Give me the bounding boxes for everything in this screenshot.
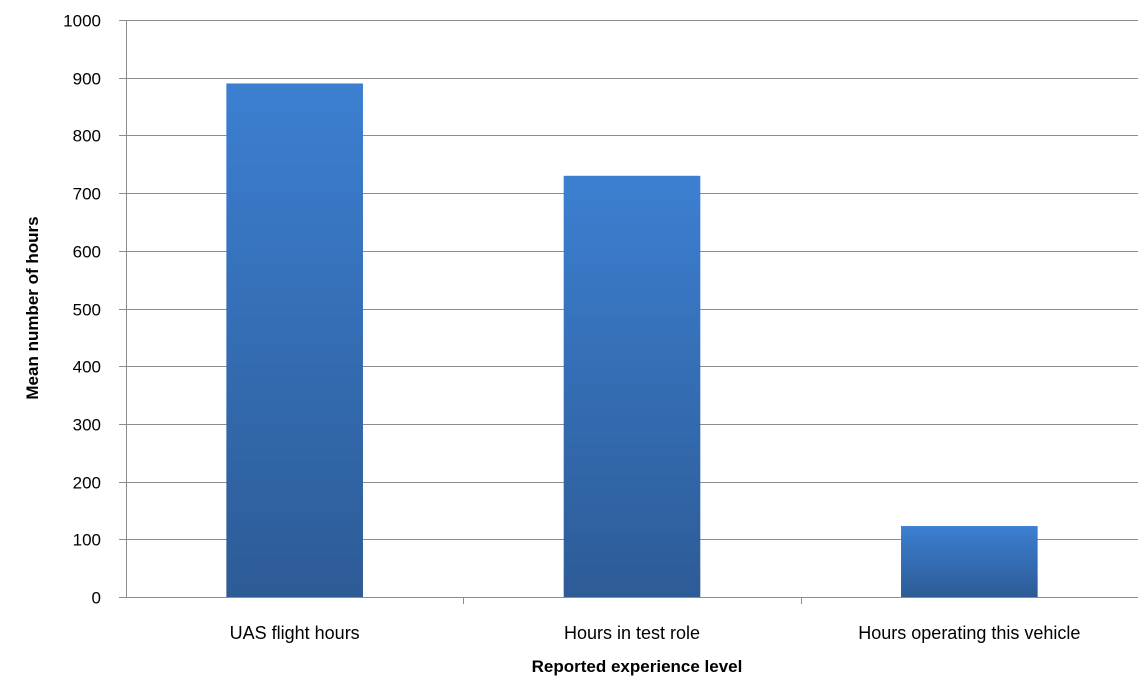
- labels: 0 100 200 300 400 500 600 700 800 900 1000 UAS flig…: [63, 12, 1080, 644]
- axes: [119, 20, 1138, 604]
- x-axis-title: Reported experience level: [532, 657, 743, 676]
- y-tick-label: 0: [92, 589, 101, 608]
- y-tick-label: 100: [73, 531, 101, 550]
- bars: [226, 83, 1038, 598]
- y-tick-label: 400: [73, 358, 101, 377]
- y-tick-label: 300: [73, 416, 101, 435]
- x-tick-label: UAS flight hours: [230, 623, 360, 643]
- y-tick-label: 1000: [63, 12, 101, 31]
- y-axis-title: Mean number of hours: [23, 216, 42, 399]
- bar: [226, 83, 363, 598]
- y-tick-label: 500: [73, 301, 101, 320]
- y-tick-label: 800: [73, 127, 101, 146]
- y-tick-label: 900: [73, 70, 101, 89]
- bar: [901, 526, 1038, 597]
- bar: [563, 175, 701, 598]
- x-tick-label: Hours in test role: [564, 623, 700, 643]
- y-tick-label: 700: [73, 185, 101, 204]
- y-tick-label: 600: [73, 243, 101, 262]
- y-tick-label: 200: [73, 474, 101, 493]
- x-tick-label: Hours operating this vehicle: [858, 623, 1080, 643]
